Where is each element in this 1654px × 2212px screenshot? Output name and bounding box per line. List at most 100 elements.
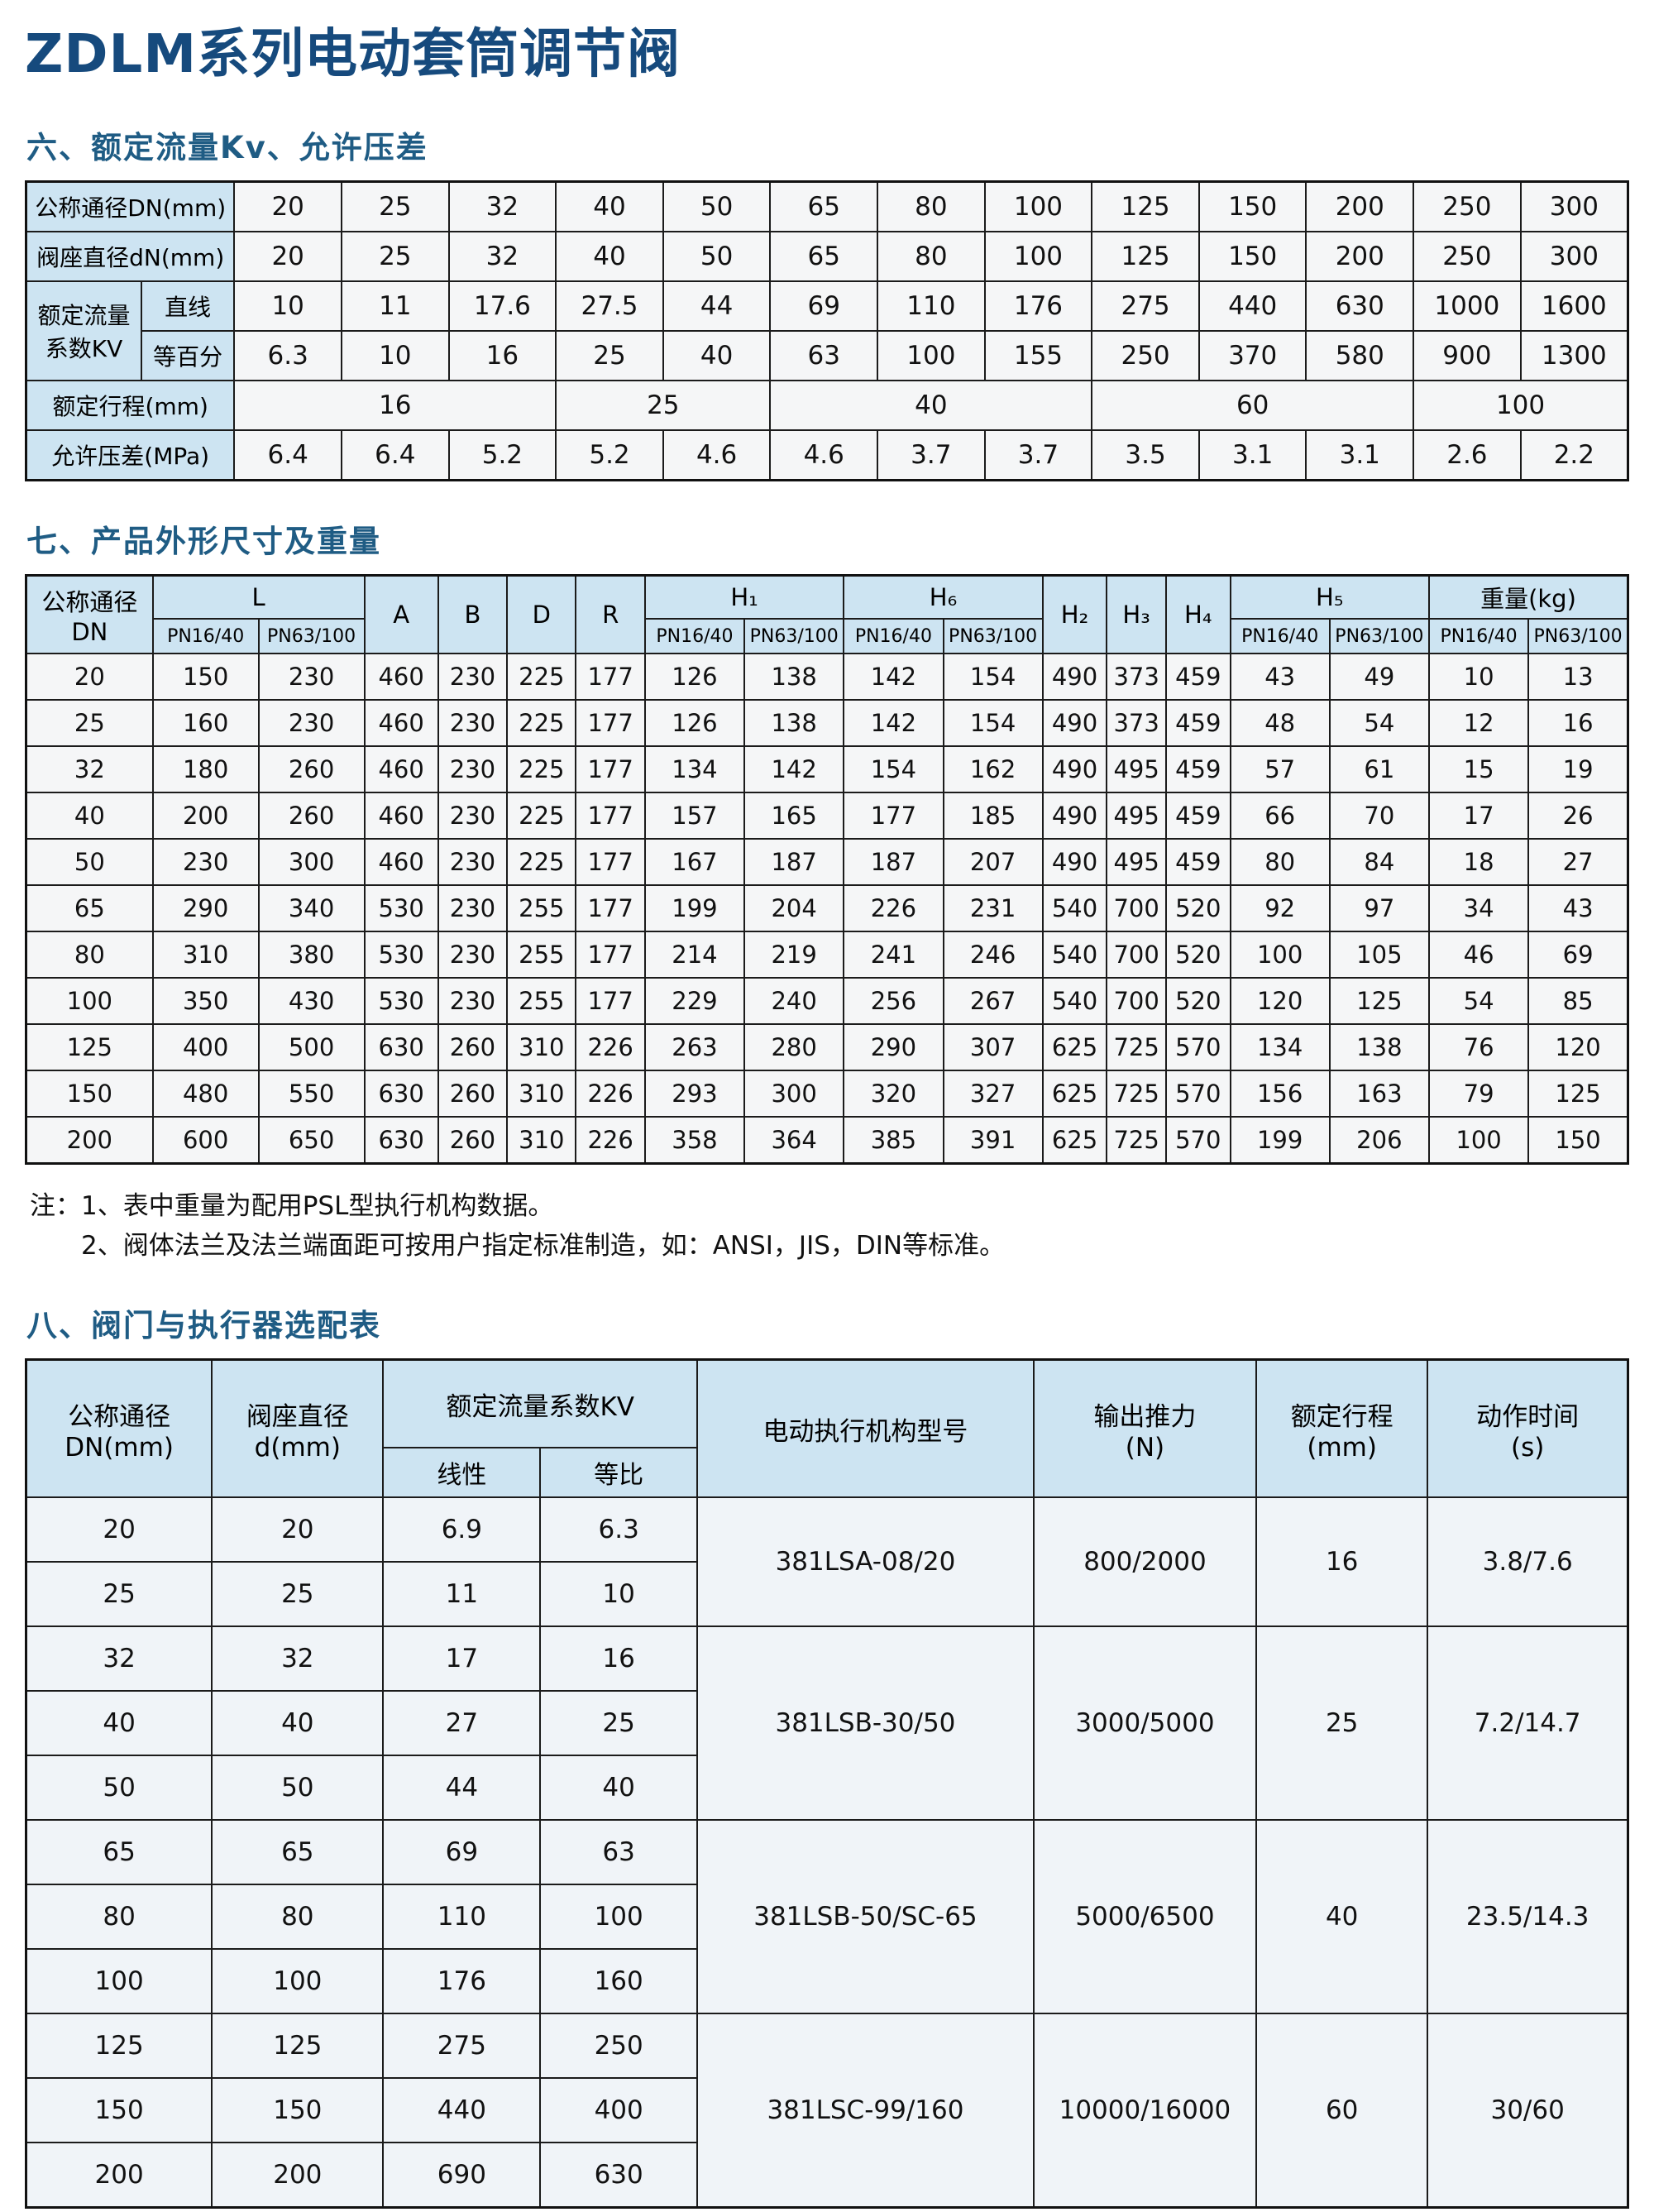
table-row: 公称通径DN(mm) 20 25 32 40 50 65 80 100 125 150 200 250 3… [25,180,1629,232]
data-cell: 120 [1527,1023,1629,1071]
data-cell: 10 [340,330,450,381]
data-cell: 570 [1164,1116,1231,1165]
data-cell: 459 [1164,792,1231,840]
data-cell: 225 [506,653,577,701]
data-cell: 230 [257,653,366,701]
data-cell: 80 [25,931,154,979]
dimensions-table-body: 公称通径 DN L A B D R H₁ H₆ H₂ H₃ H₄ H₅ 重量(kg) PN16/40 PN6… [25,574,1629,1165]
data-cell: 255 [506,931,577,979]
data-cell: 625 [1041,1070,1108,1118]
actuator-selection-table-body: 公称通径 DN(mm) 阀座直径 d(mm) 额定流量系数KV 电动执行机构型号 输出推… [25,1358,1629,2209]
data-cell: 25 [555,330,664,381]
data-cell: 700 [1106,931,1167,979]
data-cell: 150 [1197,180,1307,232]
data-cell: 381LSA-08/20 [696,1496,1035,1628]
data-cell: 290 [843,1023,944,1071]
data-cell: 50 [211,1755,385,1822]
data-cell: 225 [506,745,577,793]
data-cell: 460 [363,792,439,840]
data-cell: 138 [743,653,845,701]
data-cell: 260 [257,745,366,793]
data-cell: 275 [1091,280,1200,332]
data-cell: 100 [877,330,986,381]
data-cell: 246 [942,931,1044,979]
data-cell: 25 [555,380,772,431]
data-cell: 459 [1164,699,1231,747]
header-cell: H₄ [1164,574,1231,654]
header-cell: L [151,574,366,620]
data-cell: 3.8/7.6 [1427,1496,1629,1628]
data-cell: 310 [506,1070,577,1118]
data-cell: 459 [1164,745,1231,793]
data-cell: 65 [769,180,879,232]
table-row: 100 350 430 530 230 255 177 229 240 256 267 540 700 5… [25,977,1629,1025]
data-cell: 20 [233,180,342,232]
data-cell: 226 [575,1023,646,1071]
data-cell: 250 [1413,231,1522,282]
data-cell: 25 [340,180,450,232]
data-cell: 520 [1164,931,1231,979]
data-cell: 280 [743,1023,845,1071]
data-cell: 300 [257,838,366,886]
data-cell: 3.7 [983,429,1093,481]
data-cell: 50 [662,180,772,232]
data-cell: 25 [211,1561,385,1628]
data-cell: 80 [877,231,986,282]
data-cell: 177 [575,699,646,747]
data-cell: 1000 [1413,280,1522,332]
data-cell: 17.6 [447,280,557,332]
table-row: 32 32 17 16 381LSB-30/50 3000/5000 25 7.2/14.7 [25,1625,1629,1822]
header-cell: 额定流量 系数KV [25,280,142,381]
header-cell: 额定流量系数KV [382,1358,699,1449]
data-cell: 358 [643,1116,746,1165]
data-cell: 15 [1427,745,1530,793]
header-cell: PN16/40 [643,618,746,654]
data-cell: 200 [25,2142,213,2209]
data-cell: 154 [942,653,1044,701]
data-cell: 373 [1106,699,1167,747]
data-cell: 230 [437,653,509,701]
data-cell: 100 [211,1948,385,2015]
data-cell: 530 [363,931,439,979]
header-cell: 阀座直径dN(mm) [25,231,236,282]
header-cell: 等比 [539,1447,699,1499]
data-cell: 260 [437,1070,509,1118]
table-row: 40 200 260 460 230 225 177 157 165 177 185 490 495 45… [25,792,1629,840]
data-cell: 219 [743,931,845,979]
table-row: 40 40 27 25 [25,1690,1628,1757]
data-cell: 207 [942,838,1044,886]
data-cell: 230 [437,792,509,840]
data-cell: 150 [25,1070,154,1118]
data-cell: 11 [340,280,450,332]
data-cell: 350 [151,977,260,1025]
data-cell: 27 [382,1690,542,1757]
data-cell: 27.5 [555,280,664,332]
data-cell: 230 [151,838,260,886]
header-cell: 输出推力 (N) [1032,1358,1258,1499]
data-cell: 61 [1328,745,1430,793]
data-cell: 230 [437,699,509,747]
data-cell: 255 [506,977,577,1025]
table-row: 65 65 69 63 381LSB-50/SC-65 5000/6500 40 23.5/1… [25,1819,1629,2015]
data-cell: 199 [1229,1116,1331,1165]
data-cell: 100 [25,1948,213,2015]
data-cell: 199 [643,884,746,932]
data-cell: 300 [743,1070,845,1118]
data-cell: 48 [1229,699,1331,747]
data-cell: 26 [1527,792,1629,840]
header-cell: 重量(kg) [1427,574,1629,620]
data-cell: 20 [211,1496,385,1563]
data-cell: 43 [1229,653,1331,701]
data-cell: 138 [743,699,845,747]
data-cell: 230 [437,977,509,1025]
data-cell: 5000/6500 [1032,1819,1258,2015]
data-cell: 46 [1427,931,1530,979]
section-6-heading: 六、额定流量Kv、允许压差 [26,130,428,165]
data-cell: 125 [25,1023,154,1071]
data-cell: 625 [1041,1023,1108,1071]
data-cell: 200 [1305,231,1415,282]
data-cell: 250 [539,2013,699,2080]
data-cell: 650 [257,1116,366,1165]
data-cell: 40 [555,231,664,282]
data-cell: 495 [1106,792,1167,840]
